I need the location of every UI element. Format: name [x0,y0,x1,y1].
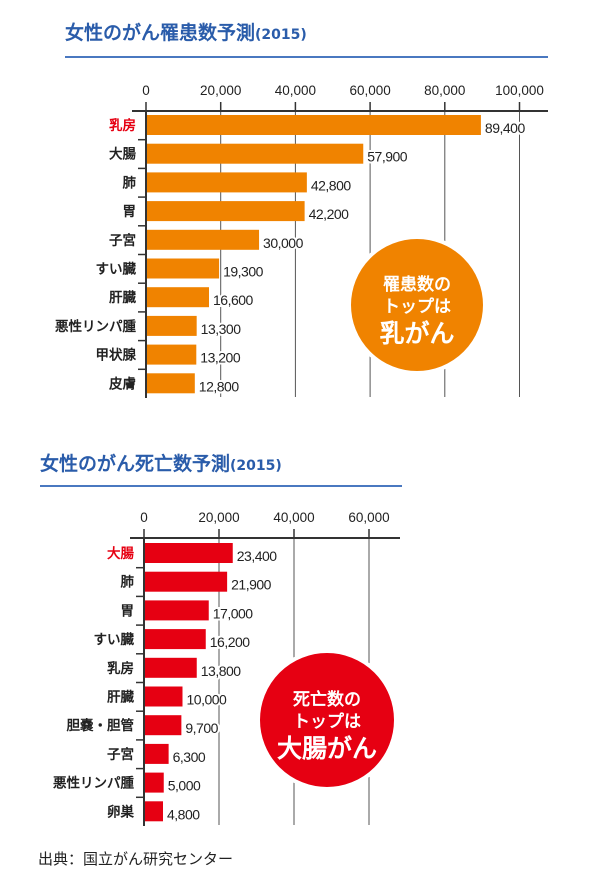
chart2-category-label: 大腸 [107,545,134,562]
chart2-category-label: 肝臓 [107,689,134,706]
chart2-value-label: 9,700 [185,720,218,736]
chart1-tick-label: 60,000 [349,83,390,98]
chart1-bar [147,201,305,222]
chart1-value-label: 89,400 [485,120,526,136]
chart1-value-label: 42,200 [309,206,350,222]
chart2-callout-line2: トップは [293,711,361,732]
chart1-category-label: 悪性リンパ腫 [55,318,136,335]
chart2-bar [145,715,182,736]
chart1-bar [147,258,220,279]
chart1-bar [147,115,481,135]
chart1-tick-label: 80,000 [424,83,465,98]
chart1-title-text: 女性のがん罹患数予測 [65,22,256,44]
chart2-tick-label: 40,000 [273,510,314,525]
chart1-tick-label: 20,000 [200,83,241,98]
chart1-category-label: 子宮 [109,232,136,249]
chart2-tick-label: 0 [140,510,148,525]
chart2-callout-line1: 死亡数の [293,689,361,710]
chart1-callout-circle [347,235,487,375]
chart1-title-rule [65,56,548,58]
chart1-category-label: 胃 [123,204,137,220]
chart1-bar [147,315,197,336]
chart1-category-label: 肺 [123,175,137,191]
chart1-category-label: 皮膚 [109,375,136,392]
chart2-value-label: 6,300 [173,749,206,765]
chart1-value-label: 12,800 [199,378,240,394]
chart2-value-label: 10,000 [187,692,228,708]
chart1-category-label: すい臓 [96,261,137,278]
chart2-bar [145,600,209,621]
chart2-value-label: 5,000 [168,778,201,794]
chart1-category-label: 大腸 [109,146,136,163]
chart1-bar [147,229,260,250]
chart2-category-label: 胃 [121,603,135,619]
chart1-bar [147,344,197,365]
chart2-callout-circle [256,649,398,791]
chart2-category-label: 卵巣 [107,803,134,820]
chart1-value-label: 42,800 [311,177,352,193]
chart1-tick-label: 40,000 [275,83,316,98]
chart1-value-label: 57,900 [367,149,408,165]
chart2-title: 女性のがん死亡数予測(2015) [40,449,282,476]
chart2-category-label: 肺 [121,575,135,591]
chart1-bar [147,143,364,164]
chart2-category-label: 悪性リンパ腫 [53,775,134,792]
chart2-value-label: 4,800 [167,806,200,822]
chart2-value-label: 13,800 [201,663,242,679]
chart2-value-label: 23,400 [237,548,278,564]
chart1-tick-label: 100,000 [495,83,544,98]
chart2-value-label: 16,200 [210,634,251,650]
chart1-bar [147,287,210,308]
chart2-category-label: すい臓 [94,631,135,648]
chart2-category-label: 乳房 [107,660,134,677]
chart2-tick-label: 20,000 [198,510,239,525]
chart2-title-rule [40,485,402,487]
chart1-value-label: 13,200 [200,350,241,366]
chart1-tick-label: 0 [142,83,150,98]
chart1-title: 女性のがん罹患数予測(2015) [65,18,307,45]
chart2-tick-label: 60,000 [348,510,389,525]
chart2-callout-line3: 大腸がん [277,734,377,763]
source-note: 出典：国立がん研究センター [38,850,234,868]
chart1-value-label: 30,000 [263,235,304,251]
chart2-bar [145,686,183,707]
chart2-bar [145,629,206,650]
chart2-title-year: (2015) [230,458,282,474]
chart2-category-label: 子宮 [107,746,134,763]
chart1-value-label: 13,300 [201,321,242,337]
chart1-title-year: (2015) [255,27,307,43]
chart2-bar [145,543,233,563]
chart2-title-text: 女性のがん死亡数予測 [40,453,231,475]
chart1-callout-line3: 乳がん [379,319,454,348]
chart2-bar [145,657,197,678]
chart1-callout-line2: トップは [383,296,451,317]
chart1-callout-line1: 罹患数の [383,274,451,295]
chart2-bar [145,772,164,793]
chart2-bar [145,801,163,822]
chart1-value-label: 16,600 [213,292,254,308]
chart2-category-label: 胆嚢・胆管 [67,717,135,734]
chart2-value-label: 21,900 [231,577,272,593]
chart2-bar [145,743,169,764]
chart2-bar [145,571,228,592]
chart1-value-label: 19,300 [223,264,264,280]
chart1-bar [147,172,307,193]
chart1-category-label: 肝臓 [109,289,136,306]
chart1-category-label: 乳房 [109,117,136,134]
chart1-category-label: 甲状腺 [96,347,137,364]
chart2-value-label: 17,000 [213,605,254,621]
chart1-bar [147,373,195,394]
